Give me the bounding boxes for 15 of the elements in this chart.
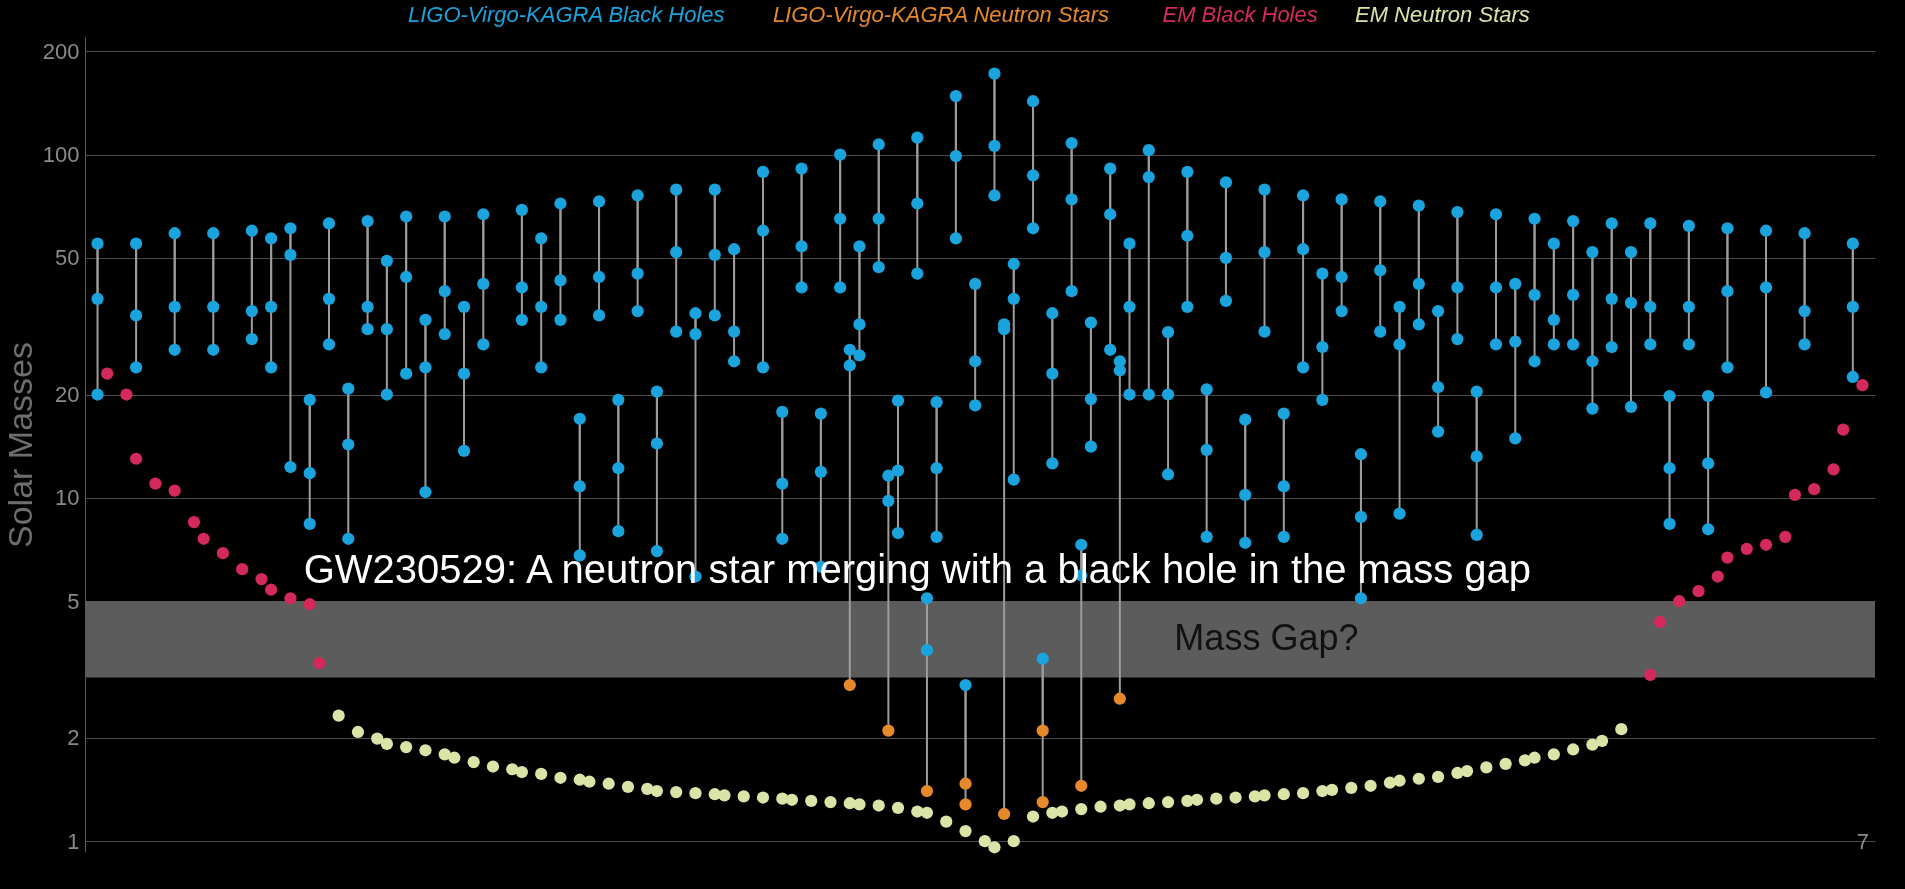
- y-tick-label: 20: [55, 382, 80, 408]
- y-tick-label: 5: [67, 588, 80, 614]
- band-label: Mass Gap?: [1174, 617, 1359, 659]
- y-axis-title: Solar Masses: [0, 342, 39, 548]
- y-tick-label: 1: [67, 828, 80, 854]
- text: EM Neutron Stars: [1354, 2, 1530, 27]
- y-tick-label: 10: [55, 485, 80, 511]
- y-tick-label: 200: [42, 38, 80, 64]
- y-tick-label: 2: [67, 725, 80, 751]
- text: LIGO-Virgo-KAGRA Black Holes: [407, 2, 725, 27]
- y-tick-label: 100: [42, 142, 80, 168]
- y-tick-label: 50: [55, 245, 80, 271]
- text: EM Black Holes: [1162, 2, 1318, 27]
- annotation: 7: [1856, 829, 1869, 854]
- text: LIGO-Virgo-KAGRA Neutron Stars: [772, 2, 1110, 27]
